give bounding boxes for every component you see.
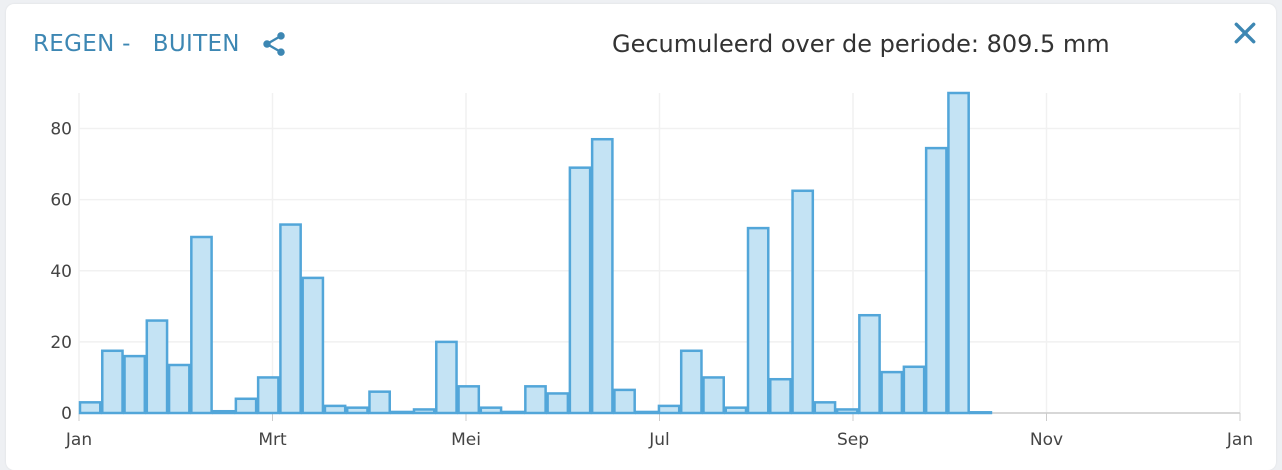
cumulative-total: Gecumuleerd over de periode: 809.5 mm	[612, 30, 1110, 58]
rain-bar[interactable]	[769, 377, 792, 415]
rain-bar[interactable]	[479, 406, 503, 415]
y-tick-label: 0	[61, 404, 72, 424]
rain-bar[interactable]	[858, 313, 881, 415]
rain-bar[interactable]	[368, 390, 391, 415]
rain-bar[interactable]	[501, 410, 525, 415]
y-tick-label: 60	[50, 191, 72, 211]
rain-bar[interactable]	[435, 340, 458, 415]
rain-bar[interactable]	[145, 319, 169, 415]
rain-bar[interactable]	[924, 146, 948, 415]
rain-bar[interactable]	[568, 166, 592, 415]
rain-bar[interactable]	[390, 410, 414, 415]
rain-bar[interactable]	[78, 401, 102, 415]
rain-bar[interactable]	[101, 349, 124, 415]
y-tick-label: 80	[50, 120, 72, 140]
sensor-label: REGEN -	[33, 31, 131, 57]
rain-bar[interactable]	[902, 365, 926, 415]
rain-bar[interactable]	[969, 411, 993, 415]
bars	[78, 91, 993, 415]
rain-bar[interactable]	[590, 137, 614, 415]
rain-bar[interactable]	[657, 404, 681, 415]
x-tick-label: Jul	[648, 430, 670, 450]
chart-header: REGEN - BUITEN	[33, 30, 288, 58]
rain-bar[interactable]	[212, 409, 236, 415]
rain-bar[interactable]	[256, 376, 280, 415]
rain-bar[interactable]	[323, 404, 347, 415]
location-link[interactable]: BUITEN	[152, 31, 240, 57]
close-icon[interactable]	[1232, 20, 1258, 46]
rain-bar[interactable]	[947, 91, 970, 415]
grid	[78, 93, 1241, 421]
rain-bar[interactable]	[345, 406, 369, 415]
rain-bar[interactable]	[301, 276, 325, 415]
x-tick-label: Mrt	[258, 430, 287, 450]
rain-bar[interactable]	[724, 406, 748, 415]
rain-bar[interactable]	[234, 397, 258, 415]
rain-bar[interactable]	[167, 363, 191, 415]
axis-labels: 0 20 40 60 80 Jan Mrt Mei Jul Sep Nov Jan	[50, 120, 1253, 450]
rain-bar[interactable]	[546, 392, 570, 415]
rain-bar[interactable]	[457, 385, 481, 415]
rain-bar[interactable]	[813, 401, 837, 415]
rain-bar[interactable]	[679, 349, 703, 415]
x-tick-label: Sep	[837, 430, 869, 450]
share-icon[interactable]	[260, 30, 288, 58]
x-tick-label: Jan	[1226, 430, 1253, 450]
rain-bar[interactable]	[746, 226, 770, 415]
x-tick-label: Jan	[65, 430, 92, 450]
rain-chart-card: REGEN - BUITEN Gecumuleerd over de perio…	[6, 4, 1276, 470]
rain-bar[interactable]	[123, 354, 147, 415]
rain-bar[interactable]	[835, 408, 859, 415]
rain-bar[interactable]	[412, 408, 436, 415]
rain-bar[interactable]	[880, 370, 904, 415]
rain-bar[interactable]	[613, 388, 636, 415]
rain-bar[interactable]	[702, 376, 725, 415]
rain-bar[interactable]	[279, 223, 302, 415]
rain-bar[interactable]	[524, 385, 547, 415]
y-tick-label: 40	[50, 262, 72, 282]
x-tick-label: Mei	[451, 430, 481, 450]
rain-bar[interactable]	[791, 189, 815, 415]
rain-bar[interactable]	[190, 235, 213, 415]
y-tick-label: 20	[50, 333, 72, 353]
x-tick-label: Nov	[1030, 430, 1063, 450]
rain-bar[interactable]	[635, 410, 659, 415]
